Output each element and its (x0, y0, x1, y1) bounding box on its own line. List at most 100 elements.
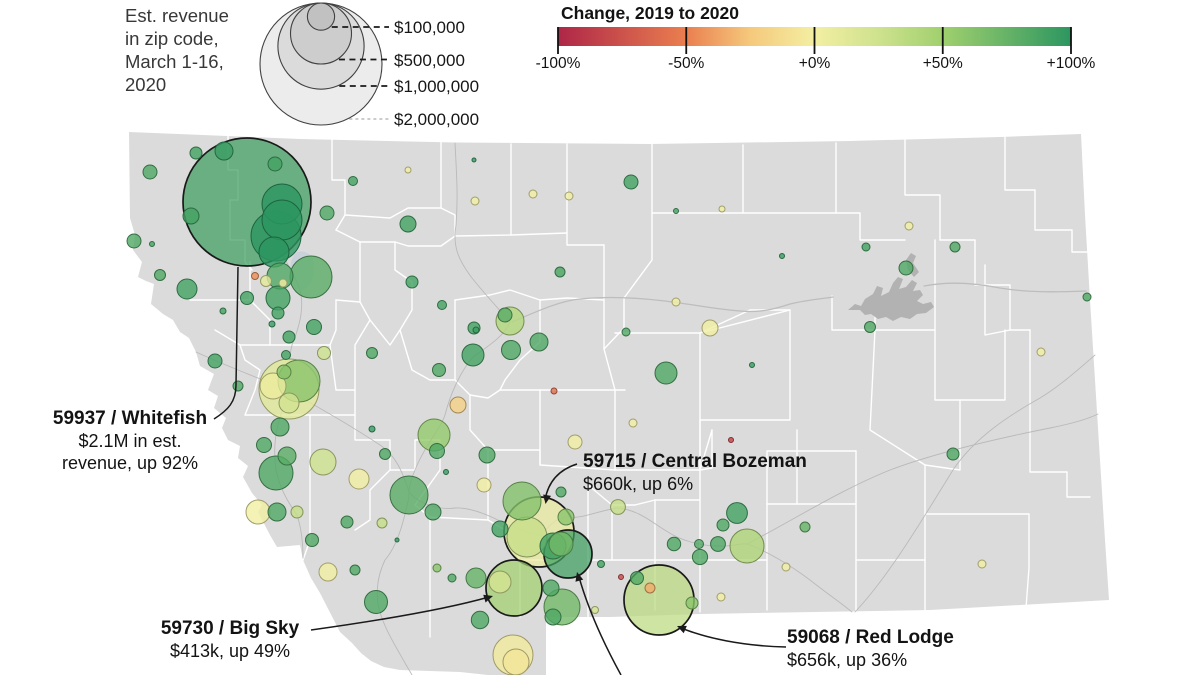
zip-bubble (710, 536, 726, 552)
size-legend-circles (259, 2, 389, 126)
zip-bubble (424, 503, 442, 521)
zip-bubble (432, 363, 446, 377)
zip-bubble (318, 562, 338, 582)
zip-bubble (271, 306, 285, 320)
zip-bubble (694, 539, 704, 549)
size-legend-caption-line: Est. revenue (125, 5, 229, 26)
size-legend-caption-line: 2020 (125, 74, 167, 95)
zip-bubble (621, 327, 631, 337)
zip-bubble (898, 260, 914, 276)
zip-bubble (366, 347, 378, 359)
zip-bubble (404, 166, 412, 174)
zip-bubble (309, 448, 337, 476)
zip-bubble (126, 233, 142, 249)
zip-bubble (306, 319, 322, 335)
zip-bubble (567, 434, 583, 450)
zip-bubble (259, 372, 287, 400)
zip-bubble (701, 319, 719, 337)
zip-bubble (270, 417, 290, 437)
annotation-big-sky: 59730 / Big Sky $413k, up 49% (161, 618, 299, 662)
zip-bubble (728, 437, 734, 443)
color-legend-tick-label: +100% (1046, 55, 1096, 72)
zip-bubble (671, 297, 681, 307)
size-legend-value-label: $500,000 (394, 50, 465, 70)
zip-bubble (182, 207, 200, 225)
zip-bubble (491, 520, 509, 538)
zip-bubble (289, 255, 333, 299)
annotation-heading: 59730 / Big Sky (160, 618, 300, 639)
zip-bubble (904, 221, 914, 231)
zip-bubble (277, 446, 297, 466)
zip-bubble (340, 515, 354, 529)
annotation-value: $656k, up 36% (787, 650, 908, 670)
size-legend-caption-line: in zip code, (125, 28, 219, 49)
zip-bubble (261, 199, 303, 241)
zip-bubble (429, 443, 445, 459)
zip-bubble (864, 321, 876, 333)
zip-bubble (394, 537, 400, 543)
zip-bubble (726, 502, 748, 524)
zip-bubble (502, 648, 530, 675)
zip-bubble (319, 205, 335, 221)
zip-bubble (946, 447, 960, 461)
zip-bubble (628, 418, 638, 428)
zip-bubble (278, 278, 288, 288)
zip-bubble (364, 590, 388, 614)
size-legend-value-label: $100,000 (394, 18, 465, 37)
zip-bubble (471, 157, 477, 163)
zip-bubble (618, 574, 624, 580)
zip-bubble (245, 499, 271, 525)
annotation-value: $413k, up 49% (169, 641, 291, 661)
zip-bubble (214, 141, 234, 161)
zip-bubble (781, 562, 791, 572)
zip-bubble (478, 446, 496, 464)
zip-bubble (528, 189, 538, 199)
zip-bubble (564, 191, 574, 201)
zip-bubble (949, 241, 961, 253)
zip-bubble (544, 608, 562, 626)
zip-bubble (555, 486, 567, 498)
zip-bubble (240, 291, 254, 305)
zip-bubble (1082, 292, 1092, 302)
zip-bubble (461, 343, 485, 367)
zip-bubble (685, 596, 699, 610)
color-legend-tick-label: -50% (668, 55, 705, 72)
size-legend-caption-line: March 1-16, (125, 51, 224, 72)
zip-bubble (379, 448, 391, 460)
zip-bubble (219, 307, 227, 315)
annotation-value: $660k, up 6% (583, 474, 694, 494)
zip-bubble (258, 236, 290, 268)
zip-bubble (644, 582, 656, 594)
zip-bubble (977, 559, 987, 569)
zip-bubble (154, 269, 166, 281)
size-legend-value-label: $1,000,000 (394, 77, 480, 96)
zip-bubble (554, 266, 566, 278)
zip-bubble (476, 477, 492, 493)
zip-bubble (389, 475, 429, 515)
zip-bubble (465, 567, 487, 589)
zip-bubble (591, 606, 599, 614)
zip-bubble (799, 521, 811, 533)
zip-bubble (251, 272, 259, 280)
zip-bubble (654, 361, 678, 385)
zip-bubble (666, 536, 682, 552)
zip-bubble (470, 196, 480, 206)
zip-bubble (305, 533, 319, 547)
annotation-leader-lines (213, 266, 787, 675)
zip-bubble (497, 307, 513, 323)
zip-bubble (729, 528, 765, 564)
zip-bubble (282, 330, 296, 344)
zip-bubble (1036, 347, 1046, 357)
zip-bubble (349, 564, 361, 576)
zip-bubble (376, 517, 388, 529)
zip-bubble (399, 215, 417, 233)
zip-bubble (610, 499, 626, 515)
zip-bubble (260, 275, 272, 287)
zip-bubble (501, 340, 521, 360)
zip-bubble (207, 353, 223, 369)
zip-bubble (348, 468, 370, 490)
zip-bubble (449, 396, 467, 414)
annotation-heading: 59937 / Whitefish (52, 408, 208, 429)
annotation-red-lodge: 59068 / Red Lodge $656k, up 36% (787, 627, 954, 671)
zip-bubble (861, 242, 871, 252)
